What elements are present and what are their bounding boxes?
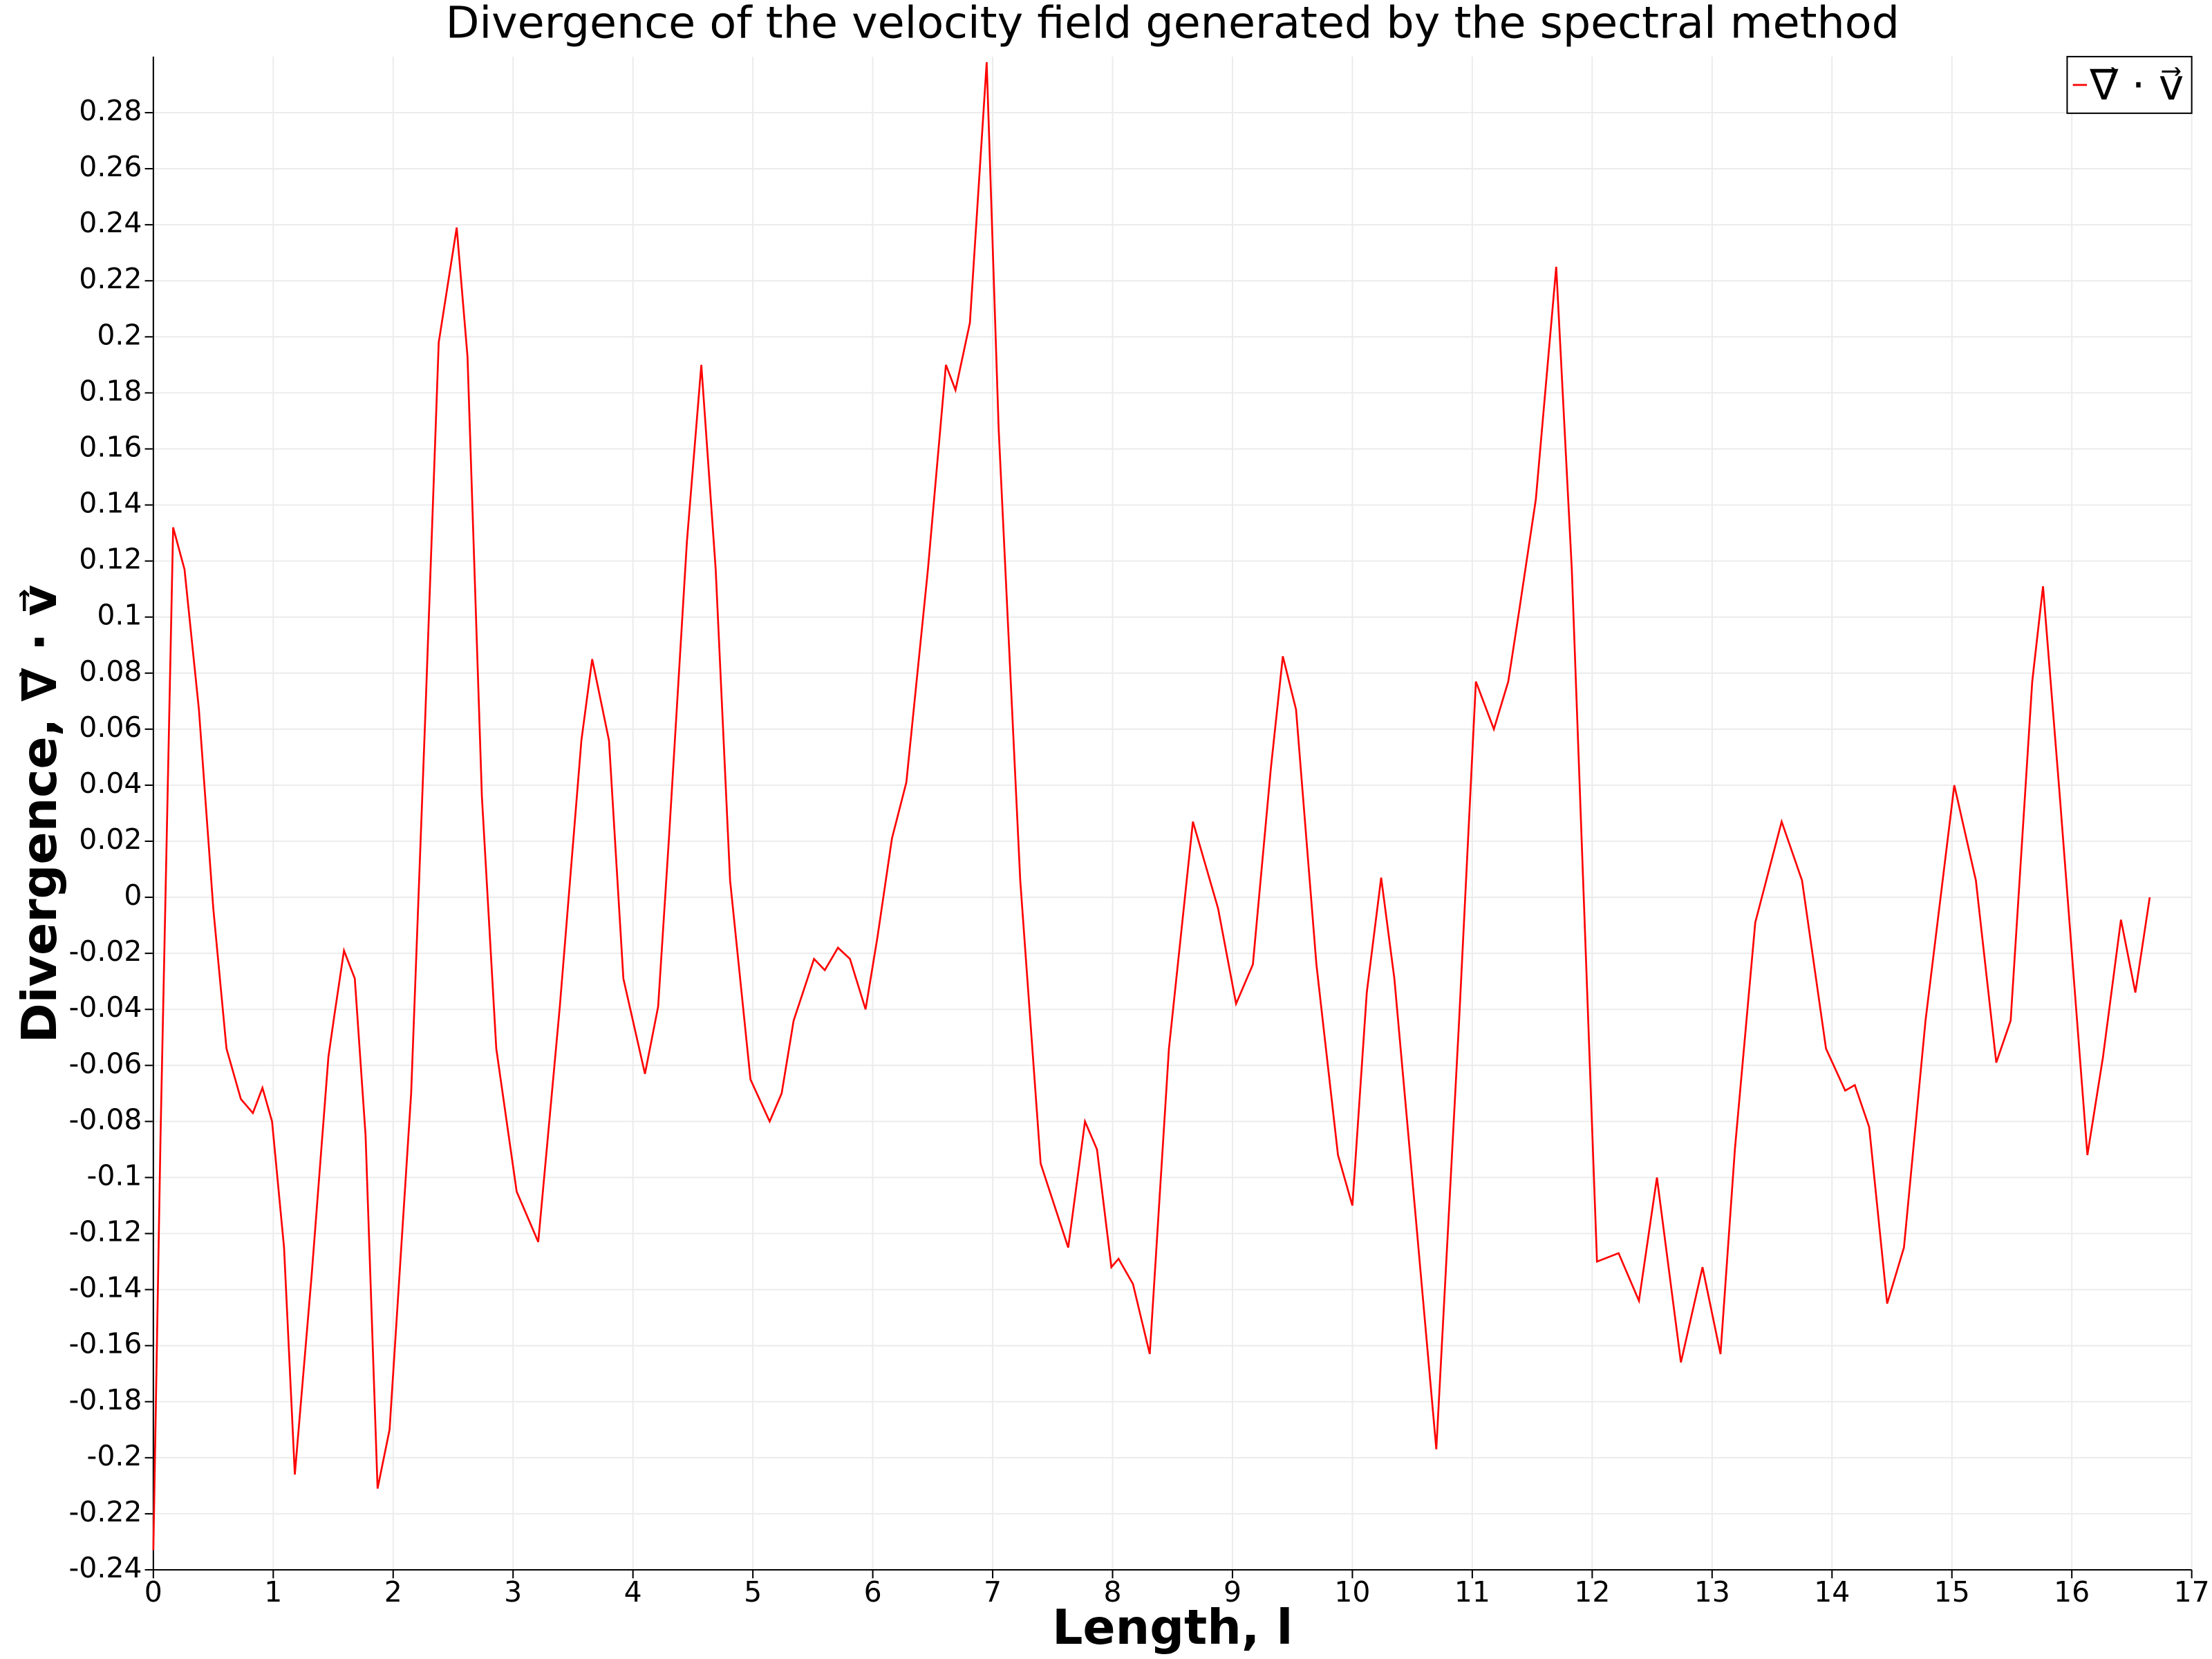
y-tick-label: 0.14: [79, 487, 142, 520]
x-tick-label: 9: [1224, 1575, 1241, 1609]
y-tick-label: -0.16: [69, 1327, 142, 1360]
y-tick-label: 0.08: [79, 655, 142, 688]
y-tick-label: 0.24: [79, 206, 142, 239]
y-tick-label: 0.02: [79, 823, 142, 856]
x-tick-label: 7: [984, 1575, 1002, 1609]
y-axis-label: Divergence, ∇⃗ · v⃗: [12, 585, 68, 1043]
x-tick-label: 10: [1334, 1575, 1370, 1609]
y-tick-label: 0.06: [79, 711, 142, 744]
y-tick-label: -0.2: [87, 1439, 142, 1472]
x-tick-label: 4: [624, 1575, 642, 1609]
legend: ∇⃗ · v⃗: [2066, 55, 2193, 114]
x-tick-label: 13: [1694, 1575, 1730, 1609]
legend-label: ∇⃗ · v⃗: [2089, 61, 2184, 110]
y-tick-label: 0.28: [79, 94, 142, 127]
x-tick-label: 17: [2174, 1575, 2210, 1609]
y-tick-label: 0.26: [79, 150, 142, 183]
y-tick-label: -0.18: [69, 1383, 142, 1416]
x-tick-label: 12: [1574, 1575, 1610, 1609]
y-tick-label: 0.04: [79, 767, 142, 800]
y-tick-label: 0.22: [79, 262, 142, 295]
x-axis-label: Length, l: [1052, 1600, 1293, 1656]
x-tick-label: 14: [1814, 1575, 1850, 1609]
y-tick-label: -0.06: [69, 1047, 142, 1080]
x-tick-label: 15: [1934, 1575, 1970, 1609]
y-tick-label: 0.12: [79, 543, 142, 576]
y-tick-label: 0.18: [79, 374, 142, 407]
y-tick-label: -0.08: [69, 1103, 142, 1136]
x-tick-label: 6: [864, 1575, 882, 1609]
y-tick-label: -0.1: [87, 1159, 142, 1192]
x-tick-label: 8: [1103, 1575, 1121, 1609]
y-tick-label: -0.24: [69, 1551, 142, 1584]
y-tick-label: 0.2: [97, 318, 142, 351]
y-tick-label: 0.1: [97, 599, 142, 632]
x-tick-label: 3: [504, 1575, 522, 1609]
chart-title: Divergence of the velocity field generat…: [446, 0, 1900, 48]
x-tick-label: 1: [264, 1575, 282, 1609]
x-tick-label: 0: [144, 1575, 162, 1609]
y-tick-label: -0.22: [69, 1495, 142, 1528]
x-tick-label: 5: [744, 1575, 762, 1609]
y-tick-label: -0.12: [69, 1215, 142, 1248]
y-tick-label: -0.04: [69, 991, 142, 1024]
x-tick-label: 16: [2054, 1575, 2090, 1609]
y-tick-label: 0.16: [79, 430, 142, 463]
y-tick-label: -0.14: [69, 1271, 142, 1304]
x-tick-label: 11: [1454, 1575, 1490, 1609]
legend-box: [2066, 55, 2193, 114]
y-tick-label: 0: [124, 879, 142, 912]
x-tick-label: 2: [384, 1575, 402, 1609]
y-tick-label: -0.02: [69, 935, 142, 968]
data-line: [152, 62, 2151, 1550]
